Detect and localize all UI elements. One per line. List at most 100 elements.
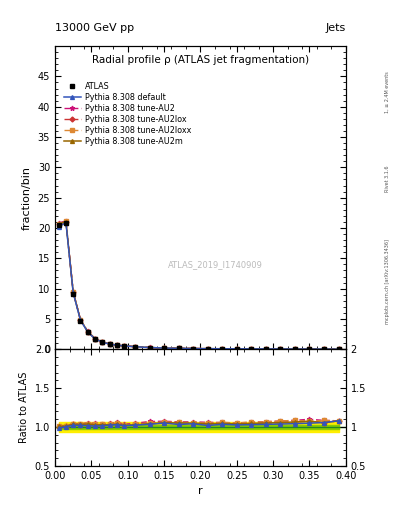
Pythia 8.308 default: [100, 339, 105, 345]
Pythia 8.308 tune-AU2m: [307, 346, 312, 352]
ATLAS: [176, 345, 181, 351]
Pythia 8.308 tune-AU2lox: [263, 346, 268, 352]
Text: Rivet 3.1.6: Rivet 3.1.6: [385, 166, 390, 193]
ATLAS: [162, 345, 167, 351]
Pythia 8.308 tune-AU2loxx: [114, 342, 119, 348]
Pythia 8.308 tune-AU2m: [176, 345, 181, 351]
ATLAS: [234, 346, 239, 352]
ATLAS: [321, 346, 326, 352]
Text: ATLAS_2019_I1740909: ATLAS_2019_I1740909: [167, 260, 263, 269]
ATLAS: [56, 222, 61, 228]
Pythia 8.308 tune-AU2lox: [64, 219, 68, 225]
Pythia 8.308 tune-AU2loxx: [336, 346, 341, 352]
Line: Pythia 8.308 tune-AU2loxx: Pythia 8.308 tune-AU2loxx: [57, 220, 340, 351]
Pythia 8.308 default: [263, 346, 268, 352]
Pythia 8.308 tune-AU2: [278, 346, 283, 352]
Pythia 8.308 tune-AU2loxx: [234, 346, 239, 352]
Pythia 8.308 tune-AU2lox: [307, 346, 312, 352]
Pythia 8.308 tune-AU2: [307, 346, 312, 352]
Pythia 8.308 tune-AU2m: [162, 345, 167, 351]
Pythia 8.308 default: [206, 346, 210, 352]
Pythia 8.308 tune-AU2lox: [147, 345, 152, 351]
Pythia 8.308 tune-AU2: [162, 345, 167, 351]
Pythia 8.308 default: [321, 346, 326, 352]
ATLAS: [85, 329, 90, 335]
Pythia 8.308 tune-AU2m: [321, 346, 326, 352]
Pythia 8.308 tune-AU2loxx: [56, 221, 61, 227]
Pythia 8.308 tune-AU2m: [71, 289, 75, 295]
ATLAS: [114, 343, 119, 349]
Pythia 8.308 tune-AU2: [249, 346, 254, 352]
Line: Pythia 8.308 default: Pythia 8.308 default: [57, 221, 340, 351]
Pythia 8.308 tune-AU2lox: [78, 317, 83, 323]
Legend: ATLAS, Pythia 8.308 default, Pythia 8.308 tune-AU2, Pythia 8.308 tune-AU2lox, Py: ATLAS, Pythia 8.308 default, Pythia 8.30…: [62, 80, 193, 148]
Pythia 8.308 tune-AU2lox: [93, 335, 97, 342]
Pythia 8.308 tune-AU2lox: [71, 289, 75, 295]
Pythia 8.308 tune-AU2lox: [107, 341, 112, 347]
ATLAS: [307, 346, 312, 352]
Pythia 8.308 default: [147, 345, 152, 351]
ATLAS: [220, 346, 225, 352]
Pythia 8.308 tune-AU2loxx: [147, 345, 152, 351]
Pythia 8.308 tune-AU2loxx: [122, 343, 127, 349]
Pythia 8.308 tune-AU2lox: [85, 329, 90, 335]
Pythia 8.308 default: [176, 345, 181, 351]
Pythia 8.308 tune-AU2m: [191, 346, 196, 352]
Pythia 8.308 tune-AU2m: [78, 317, 83, 323]
Pythia 8.308 tune-AU2loxx: [93, 335, 97, 342]
ATLAS: [133, 344, 138, 350]
Pythia 8.308 tune-AU2loxx: [191, 346, 196, 352]
ATLAS: [93, 336, 97, 342]
Pythia 8.308 tune-AU2: [100, 339, 105, 345]
Pythia 8.308 tune-AU2: [114, 342, 119, 348]
Pythia 8.308 tune-AU2lox: [114, 342, 119, 348]
ATLAS: [78, 318, 83, 324]
Pythia 8.308 default: [249, 346, 254, 352]
Pythia 8.308 tune-AU2m: [234, 346, 239, 352]
Pythia 8.308 tune-AU2lox: [220, 346, 225, 352]
Pythia 8.308 tune-AU2m: [56, 221, 61, 227]
Pythia 8.308 tune-AU2: [220, 346, 225, 352]
Pythia 8.308 tune-AU2: [122, 343, 127, 349]
Pythia 8.308 default: [78, 317, 83, 323]
Pythia 8.308 tune-AU2loxx: [278, 346, 283, 352]
Pythia 8.308 tune-AU2: [292, 346, 298, 352]
Pythia 8.308 tune-AU2: [206, 346, 210, 352]
Pythia 8.308 tune-AU2: [64, 218, 68, 224]
Text: Radial profile ρ (ATLAS jet fragmentation): Radial profile ρ (ATLAS jet fragmentatio…: [92, 55, 309, 65]
Pythia 8.308 default: [234, 346, 239, 352]
Pythia 8.308 tune-AU2loxx: [206, 346, 210, 352]
Pythia 8.308 default: [292, 346, 298, 352]
Pythia 8.308 tune-AU2loxx: [133, 344, 138, 350]
Y-axis label: fraction/bin: fraction/bin: [22, 166, 32, 230]
Pythia 8.308 tune-AU2m: [133, 344, 138, 350]
ATLAS: [122, 343, 127, 349]
Pythia 8.308 default: [64, 220, 68, 226]
ATLAS: [64, 220, 68, 226]
Pythia 8.308 default: [162, 345, 167, 351]
Pythia 8.308 default: [107, 341, 112, 347]
Pythia 8.308 default: [122, 343, 127, 349]
Pythia 8.308 tune-AU2lox: [278, 346, 283, 352]
ATLAS: [107, 341, 112, 347]
ATLAS: [278, 346, 283, 352]
Pythia 8.308 tune-AU2: [71, 289, 75, 295]
Pythia 8.308 tune-AU2m: [100, 339, 105, 345]
Pythia 8.308 tune-AU2loxx: [220, 346, 225, 352]
Pythia 8.308 default: [85, 329, 90, 335]
Pythia 8.308 tune-AU2loxx: [263, 346, 268, 352]
Pythia 8.308 tune-AU2m: [107, 341, 112, 347]
Pythia 8.308 default: [56, 224, 61, 230]
Pythia 8.308 tune-AU2loxx: [64, 218, 68, 224]
Pythia 8.308 default: [307, 346, 312, 352]
Line: Pythia 8.308 tune-AU2lox: Pythia 8.308 tune-AU2lox: [57, 220, 340, 351]
Pythia 8.308 tune-AU2lox: [336, 346, 341, 352]
Pythia 8.308 tune-AU2m: [114, 342, 119, 348]
Pythia 8.308 tune-AU2lox: [162, 345, 167, 351]
Pythia 8.308 tune-AU2m: [147, 345, 152, 351]
Pythia 8.308 tune-AU2m: [64, 219, 68, 225]
Pythia 8.308 tune-AU2: [56, 220, 61, 226]
ATLAS: [147, 345, 152, 351]
Pythia 8.308 tune-AU2m: [206, 346, 210, 352]
Pythia 8.308 default: [278, 346, 283, 352]
